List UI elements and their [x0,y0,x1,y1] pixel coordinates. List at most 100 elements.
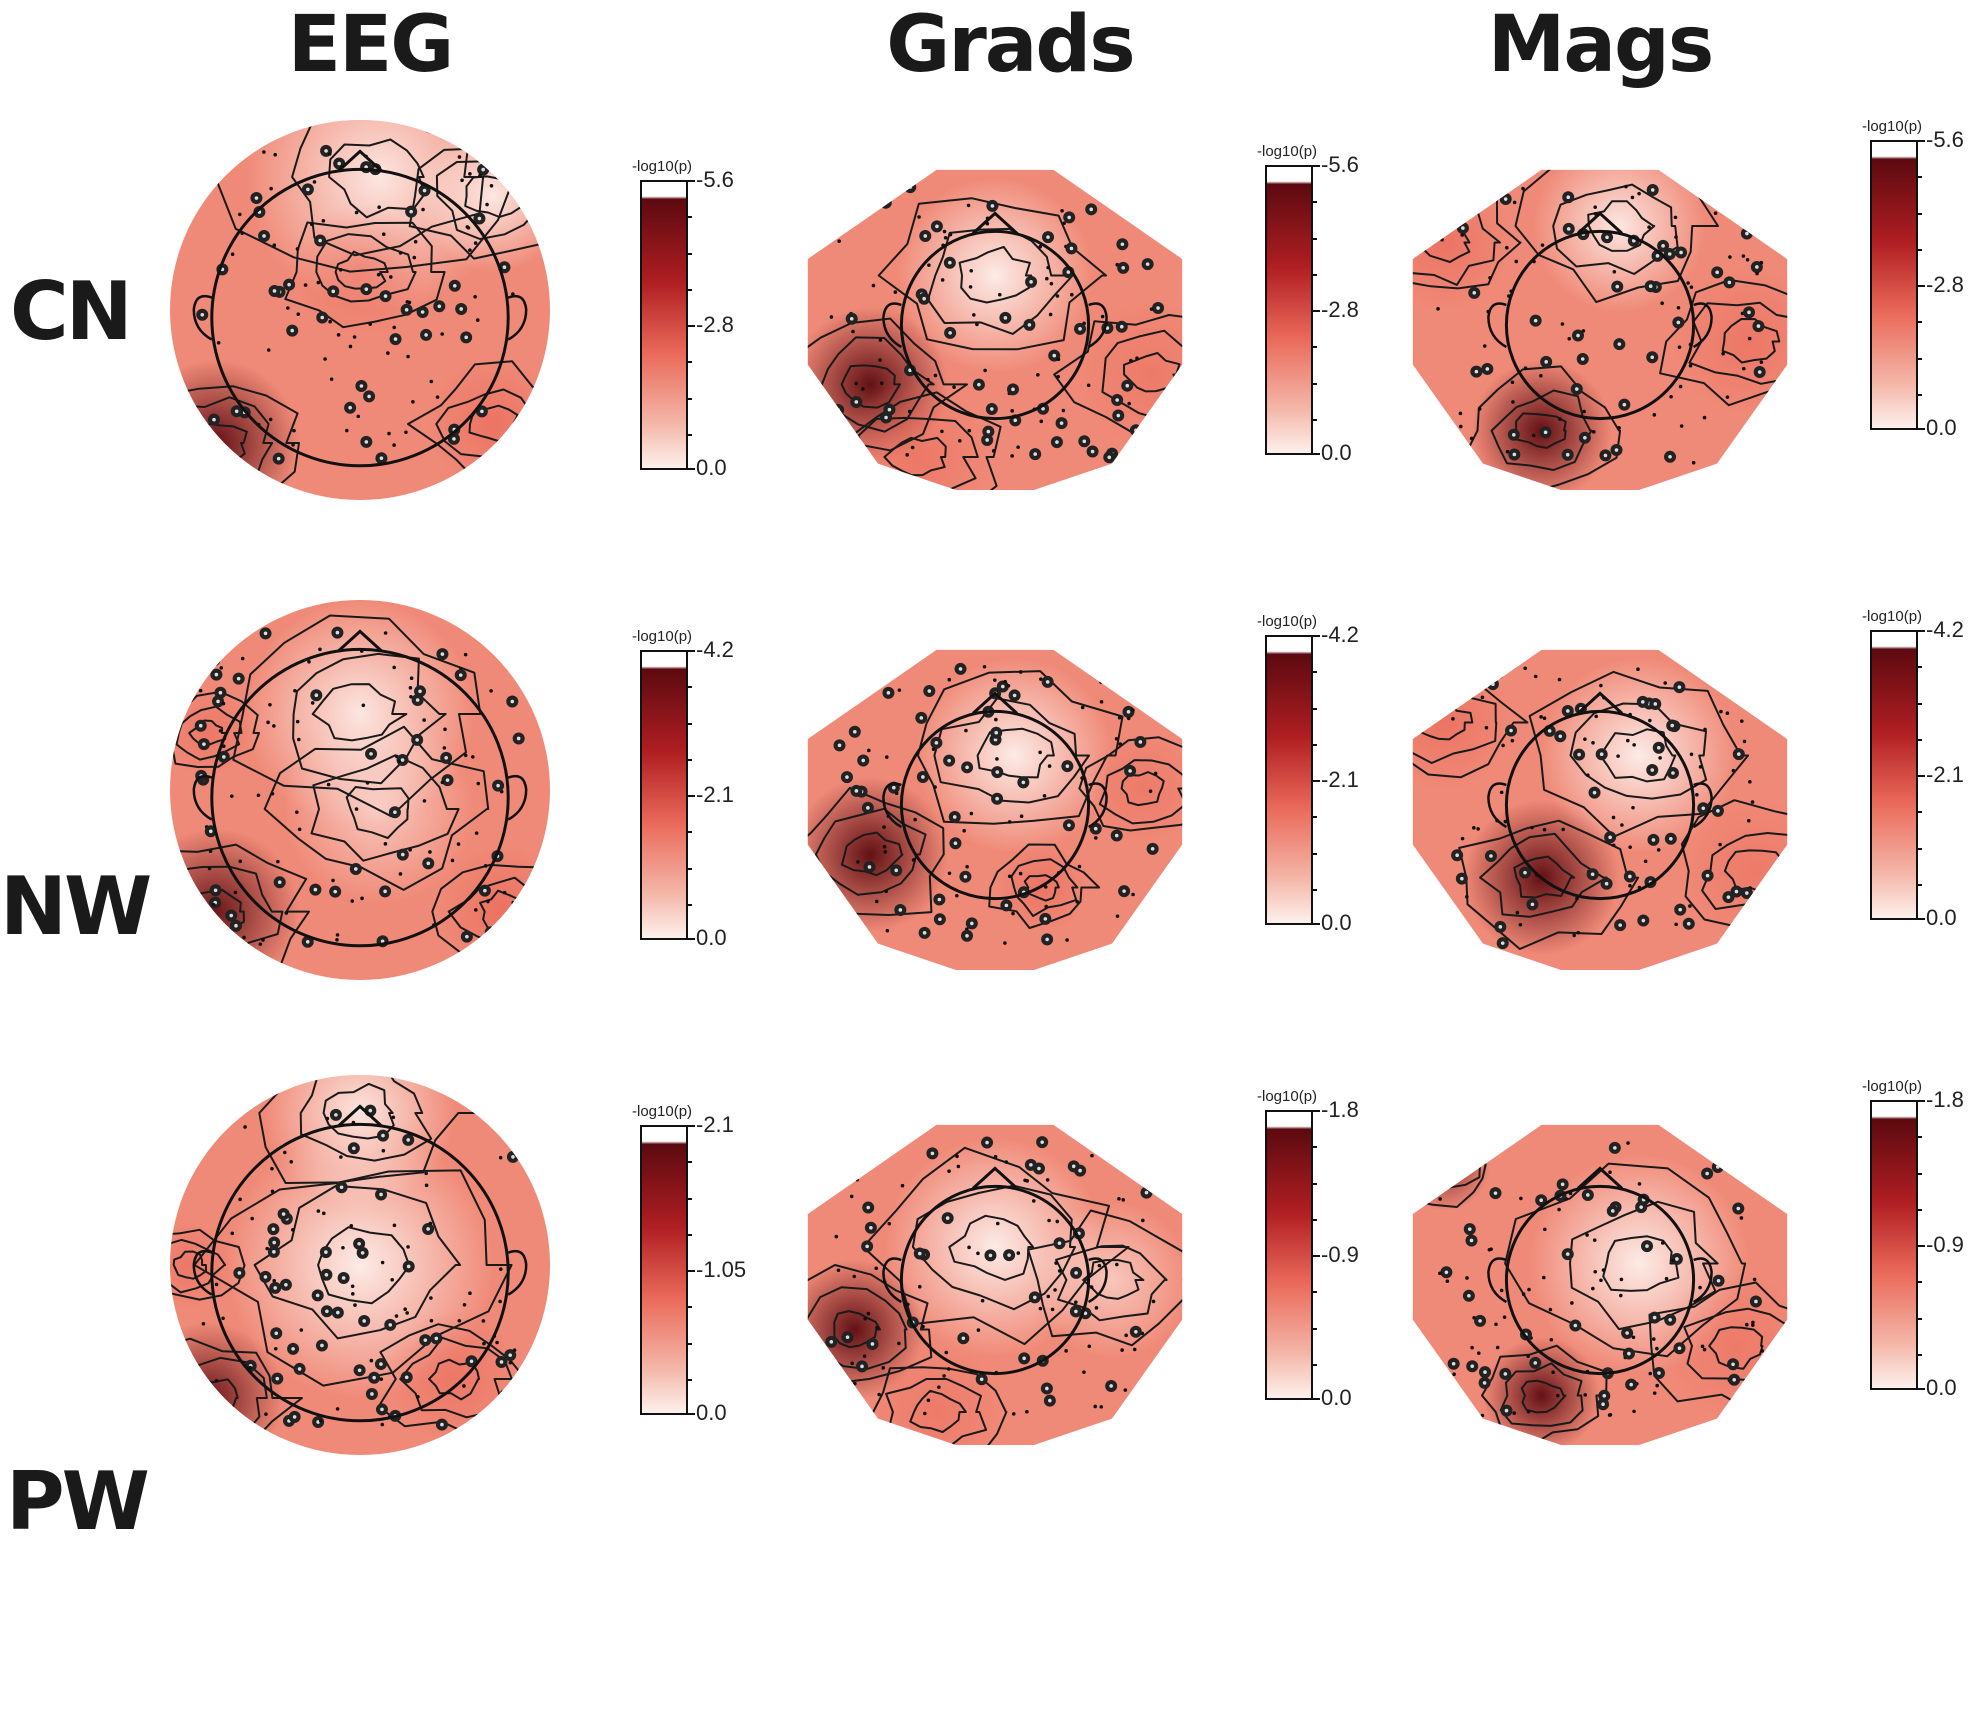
activation-blob [1678,793,1788,949]
sensor-marker-center [1650,355,1655,360]
sensor-marker-center [988,1253,993,1258]
sensor-marker-center [1611,1209,1615,1213]
activation-blob [1084,730,1183,847]
sensor-marker [512,1348,517,1352]
colorbar-minor-tick [1918,248,1922,251]
sensor-marker-center [198,723,203,728]
sensor-marker-center [1670,723,1675,728]
sensor-marker [829,315,834,319]
sensor-marker-center [922,296,926,301]
sensor-marker-center [1094,1144,1098,1149]
contour-line [807,1264,933,1384]
sensor-marker-center [234,1109,238,1113]
sensor-marker-center [379,1192,383,1197]
sensor-marker-center [263,1275,268,1279]
sensor-marker-center [1573,1323,1578,1328]
sensor-marker-center [1489,854,1493,858]
sensor-marker [1742,739,1747,744]
sensor-marker-significant [856,1161,869,1174]
sensor-marker-center [1716,809,1720,813]
sensor-marker [1631,805,1635,810]
sensor-marker-center [947,758,951,763]
sensor-marker-center [1027,323,1032,327]
sensor-marker [1094,1306,1099,1310]
sensor-marker [214,1282,219,1287]
sensor-marker [1116,940,1120,945]
sensor-marker [1593,211,1598,216]
sensor-marker [854,381,858,386]
sensor-marker-significant [854,1140,867,1153]
sensor-marker [1116,1149,1120,1154]
sensor-marker-center [404,1375,409,1380]
sensor-marker [1038,750,1042,755]
sensor-marker-center [1074,1271,1078,1275]
sensor-marker [409,694,413,699]
sensor-marker [335,1407,340,1411]
sensor-marker-center [1126,710,1131,714]
sensor-marker [965,864,969,869]
sensor-marker [1533,674,1538,679]
colorbar: -log10(p) -5.6 -2.8 0.0 [632,158,734,479]
sensor-marker-center [488,930,493,935]
sensor-marker-center [837,743,842,748]
contour-line [1462,365,1622,490]
sensor-marker [1557,1207,1561,1212]
sensor-marker-center [1057,1241,1062,1246]
sensor-marker [1632,1409,1636,1414]
sensor-marker-center [1491,682,1495,686]
sensor-marker [962,828,966,833]
colorbar-minor-tick [688,867,692,870]
colorbar-minor-tick [688,397,692,400]
colorbar-minor-tick [1313,346,1317,349]
colorbar-minor-tick [688,1233,692,1236]
sensor-marker-center [1496,671,1500,675]
sensor-marker-center [1067,215,1071,220]
sensor-marker [1624,184,1628,189]
sensor-marker [866,1311,871,1316]
sensor-marker [967,428,972,433]
colorbar-tick-min: 0.0 [696,925,727,950]
sensor-marker [457,155,462,159]
sensor-marker-center [1617,342,1622,346]
head-ear-right [507,294,528,341]
colorbar-label: -log10(p) [1862,1078,1923,1095]
colorbar-label: -log10(p) [1257,1088,1318,1105]
sensor-marker [486,899,490,904]
colorbar-tick-min: 0.0 [1321,910,1352,935]
colorbar-minor-tick [1313,201,1317,204]
contour-line [1098,759,1183,825]
contour-line [345,786,410,839]
sensor-marker-center [1477,193,1481,198]
sensor-marker-significant [1472,189,1485,202]
sensor-marker [321,219,326,223]
head-ear-right [1087,302,1108,349]
sensor-marker [483,864,488,868]
sensor-marker [1447,191,1452,196]
sensor-marker [1003,941,1007,945]
activation-blob [1073,296,1183,453]
sensor-marker-center [1661,244,1665,248]
sensor-marker-center [262,234,266,238]
head-ear-right [1087,782,1108,829]
sensor-marker-center [1655,254,1660,258]
sensor-marker-center [213,888,218,893]
sensor-marker [289,1160,294,1164]
activation-blob [1483,1337,1600,1445]
sensor-marker [1741,254,1746,258]
sensor-marker [489,689,493,693]
sensor-marker [1118,742,1123,746]
sensor-marker [943,235,948,240]
sensor-marker-center [315,1293,320,1298]
sensor-marker [993,1154,998,1159]
sensor-marker [1731,768,1736,773]
sensor-marker [273,1346,278,1351]
activation-blob [265,1075,455,1208]
sensor-marker-center [1605,235,1609,240]
sensor-marker-center [276,456,281,461]
sensor-marker-center [881,1145,885,1150]
sensor-marker [1591,1286,1595,1291]
sensor-marker [1010,409,1014,413]
sensor-marker-center [516,736,521,741]
sensor-marker [1601,1268,1606,1272]
sensor-marker-significant [1752,895,1765,908]
